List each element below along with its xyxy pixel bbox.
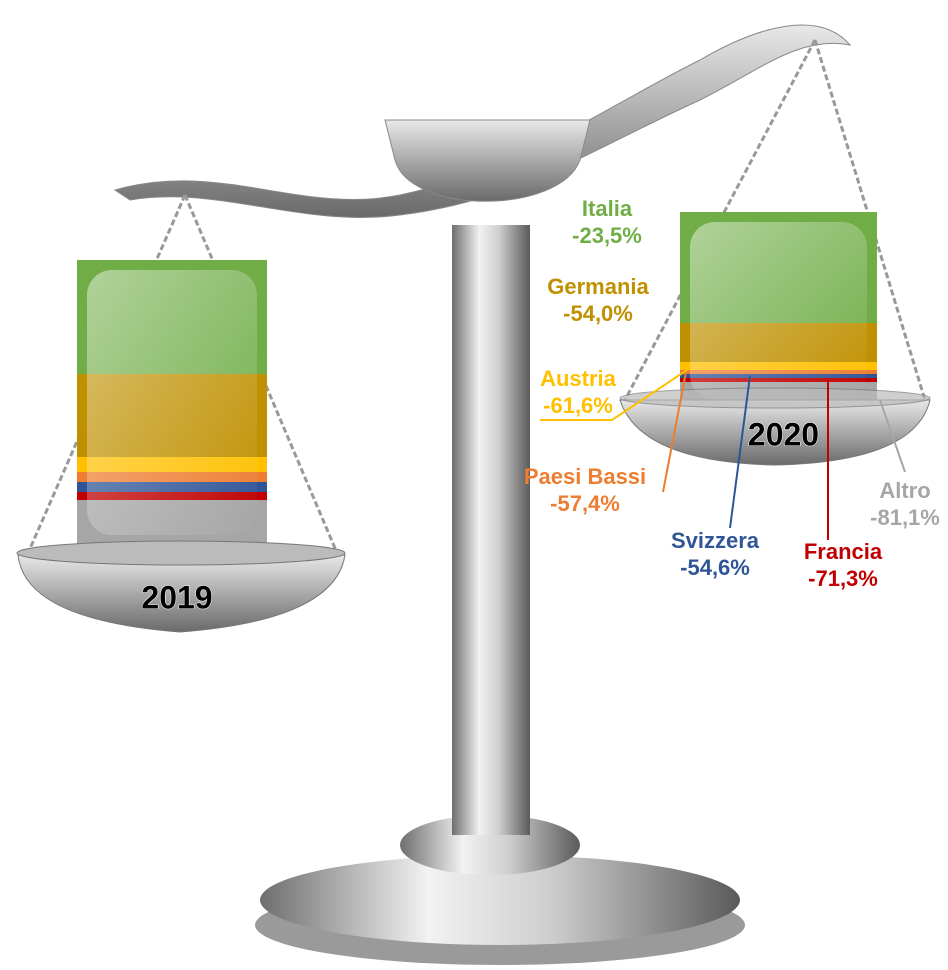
change-label: -81,1% bbox=[870, 505, 940, 530]
legend-name: Altro bbox=[879, 478, 930, 503]
bar-shine bbox=[87, 270, 257, 535]
change-label: -61,6% bbox=[543, 393, 613, 418]
leader-lines bbox=[540, 367, 906, 540]
change-label: -71,3% bbox=[808, 566, 878, 591]
change-label: -23,5% bbox=[572, 223, 642, 248]
pans bbox=[16, 387, 931, 633]
change-label: -54,6% bbox=[680, 555, 750, 580]
legend-name: Italia bbox=[582, 196, 633, 221]
scale-drawing bbox=[23, 24, 927, 965]
legend-name: Austria bbox=[540, 366, 617, 391]
bar-shine bbox=[690, 222, 867, 400]
change-label: -54,0% bbox=[563, 301, 633, 326]
change-label: -57,4% bbox=[550, 491, 620, 516]
legend-name: Svizzera bbox=[671, 528, 760, 553]
category-label: 2019 bbox=[141, 579, 212, 615]
legend-name: Francia bbox=[804, 539, 883, 564]
category-label: 2020 bbox=[748, 416, 819, 452]
legend-name: Paesi Bassi bbox=[524, 464, 646, 489]
legend-name: Germania bbox=[547, 274, 649, 299]
